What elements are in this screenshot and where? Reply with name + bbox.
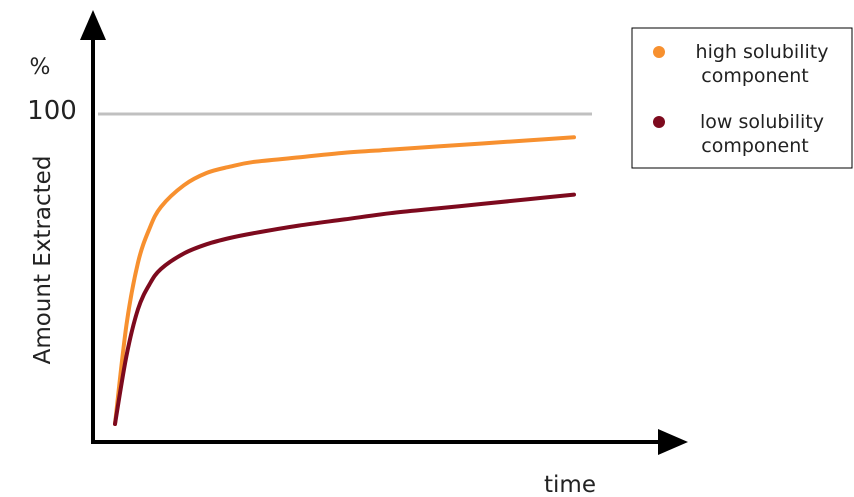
series-line-high-solubility [113,135,576,426]
x-axis-arrow-icon [658,429,688,455]
legend-marker-1 [653,116,665,128]
legend-box [631,27,853,169]
legend-label-1: low solubility component [700,111,824,157]
y-axis-arrow-icon [80,10,106,40]
series-line-low-solubility [113,192,576,426]
legend-label-0: high solubility component [696,41,829,87]
x-axis-label: time [544,472,596,497]
series-group [113,135,576,426]
y-tick-label-100: 100 [27,96,77,126]
legend: high solubility component low solubility co… [631,27,853,169]
legend-items: high solubility component low solubility co… [653,41,828,157]
y-axis-label: Amount Extracted [30,156,56,365]
legend-marker-0 [653,46,665,58]
y-unit-label: % [30,55,51,80]
